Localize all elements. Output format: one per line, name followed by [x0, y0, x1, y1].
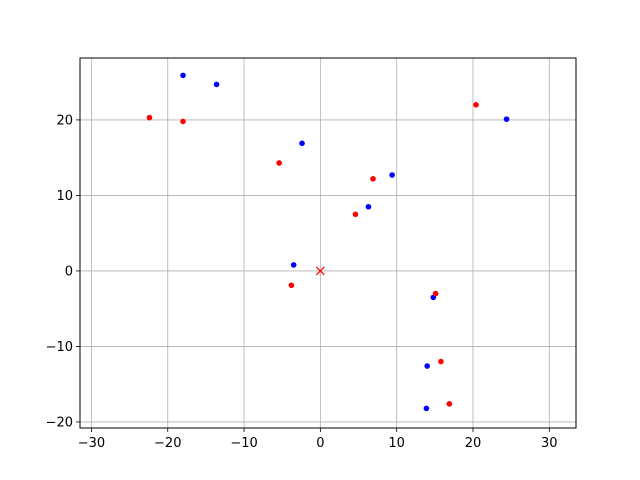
y-tick-label: −10 — [46, 340, 73, 355]
x-tick-label: 10 — [388, 436, 405, 451]
red-point — [446, 401, 453, 407]
grid — [80, 58, 576, 428]
red-point — [146, 114, 153, 121]
x-tick-label: −10 — [230, 436, 257, 451]
blue-point — [503, 116, 510, 122]
red-point — [276, 160, 282, 166]
red-point — [438, 358, 444, 365]
x-tick-label: 0 — [316, 436, 324, 451]
red-point — [288, 282, 295, 289]
red-point — [370, 176, 376, 182]
y-tick-label: 20 — [56, 113, 73, 128]
red-point — [180, 118, 186, 125]
axis-ticks: −30 −20 −10 0 10 20 30 −20 −10 0 10 20 — [46, 113, 558, 451]
x-tick-label: −30 — [78, 436, 105, 451]
y-tick-label: 10 — [56, 189, 73, 204]
blue-point — [423, 405, 430, 412]
blue-point — [213, 81, 220, 88]
blue-point — [299, 140, 305, 147]
origin-x-marker — [315, 266, 325, 276]
x-tick-label: −20 — [154, 436, 181, 451]
blue-point — [290, 262, 297, 268]
red-point — [352, 211, 359, 218]
x-tick-label: 20 — [465, 436, 482, 451]
plot-frame — [79, 57, 577, 429]
blue-point — [424, 363, 431, 369]
red-point — [432, 290, 439, 297]
red-point — [473, 102, 479, 108]
blue-point — [365, 203, 372, 210]
blue-point — [389, 172, 395, 178]
x-tick-label: 30 — [541, 436, 558, 451]
data-points — [146, 72, 510, 412]
y-tick-label: −20 — [46, 415, 73, 430]
x-marker-stroke — [315, 266, 325, 276]
blue-point — [180, 72, 186, 79]
y-tick-label: 0 — [65, 264, 73, 279]
